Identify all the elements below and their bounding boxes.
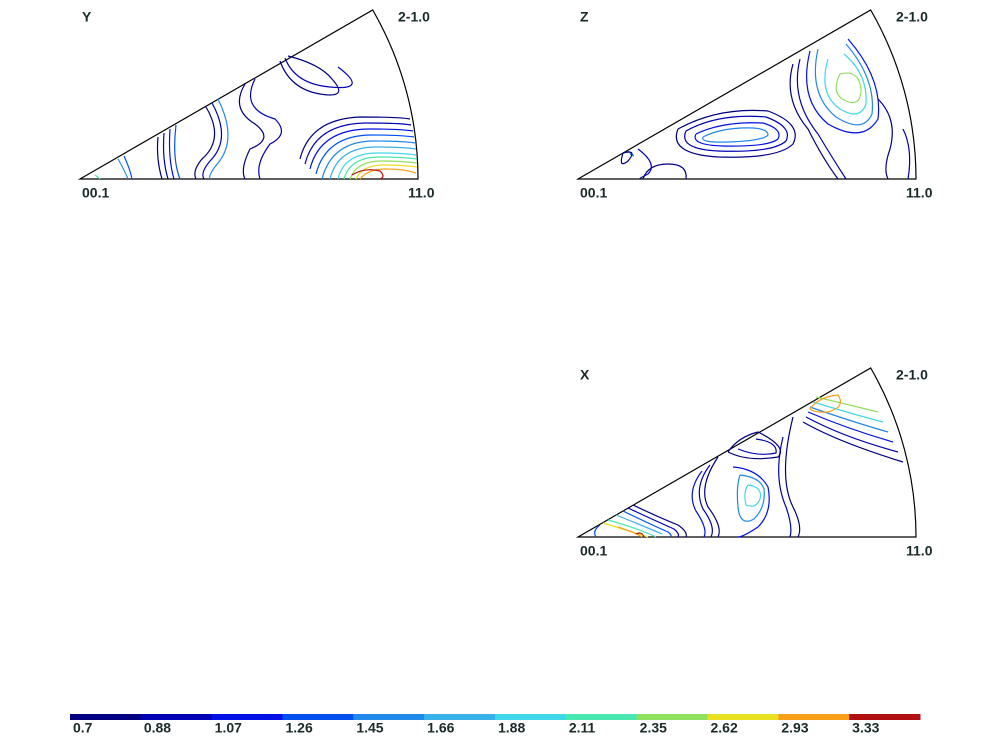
contours (620, 38, 911, 180)
corner-label: 00.1 (82, 185, 109, 201)
colorbar-tick-label: 2.11 (569, 720, 596, 736)
corner-label: 00.1 (580, 543, 607, 559)
sector-outline (77, 9, 419, 180)
colorbar-tick-label: 1.88 (498, 720, 525, 736)
pole-figure-x: X 2-1.0 00.1 11.0 (575, 367, 933, 559)
colorbar-tick-label: 0.7 (73, 720, 93, 736)
pole-figure-y: Y 2-1.0 00.1 11.0 (77, 9, 435, 201)
colorbar-tick-label: 1.26 (286, 720, 313, 736)
colorbar-tick-label: 2.35 (640, 720, 667, 736)
axis-label: X (580, 367, 590, 383)
colorbar-segment (140, 714, 213, 720)
colorbar-segment (282, 714, 354, 720)
corner-label: 2-1.0 (398, 9, 430, 25)
sector-outline (575, 9, 917, 180)
corner-label: 11.0 (906, 185, 933, 201)
colorbar-segment (778, 714, 850, 720)
corner-label: 2-1.0 (896, 9, 928, 25)
corner-label: 2-1.0 (896, 367, 928, 383)
corner-label: 11.0 (408, 185, 435, 201)
pole-figure-z: Z 2-1.0 00.1 11.0 (575, 9, 933, 201)
corner-label: 00.1 (580, 185, 607, 201)
colorbar-tick-label: 1.07 (215, 720, 242, 736)
contours (594, 394, 904, 538)
axis-label: Y (82, 9, 92, 25)
colorbar-segment (849, 714, 921, 720)
colorbar-segment (211, 714, 283, 720)
contours (94, 55, 418, 180)
colorbar-tick-label: 2.62 (711, 720, 738, 736)
sector-outline (575, 367, 917, 538)
colorbar-tick-label: 0.88 (144, 720, 171, 736)
colorbar: 0.7 0.88 1.07 1.26 1.45 1.66 1.88 2.11 2.35 2.62 2… (70, 714, 921, 736)
colorbar-segment (495, 714, 567, 720)
colorbar-tick-label: 1.45 (356, 720, 383, 736)
colorbar-segment (424, 714, 496, 720)
axis-label: Z (580, 9, 589, 25)
colorbar-segment (636, 714, 708, 720)
colorbar-tick-label: 3.33 (852, 720, 879, 736)
corner-label: 11.0 (906, 543, 933, 559)
colorbar-tick-label: 2.93 (781, 720, 808, 736)
colorbar-segment (565, 714, 638, 720)
colorbar-tick-label: 1.66 (427, 720, 454, 736)
colorbar-segment (353, 714, 425, 720)
colorbar-segment (70, 714, 142, 720)
colorbar-segment (707, 714, 779, 720)
